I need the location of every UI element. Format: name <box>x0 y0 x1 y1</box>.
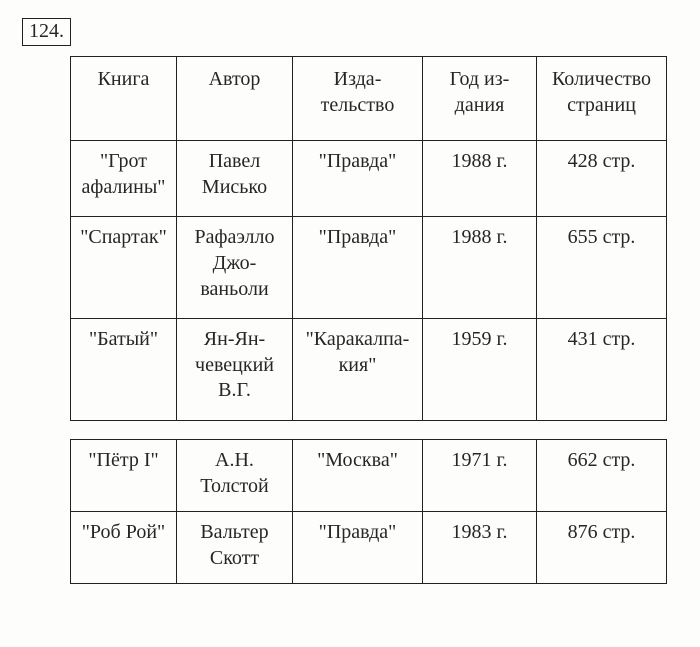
cell-book: "Грот афали­ны" <box>71 141 177 217</box>
col-header: Коли­чество страниц <box>537 57 667 141</box>
cell-pages: 431 стр. <box>537 319 667 421</box>
cell-author: Ян-Ян­чевец­кий В.Г. <box>177 319 293 421</box>
table-row: "Роб Рой" Вальтер Скотт "Правда" 1983 г.… <box>71 512 667 584</box>
cell-pages: 428 стр. <box>537 141 667 217</box>
cell-author: Павел Мисько <box>177 141 293 217</box>
col-header: Изда­тельство <box>293 57 423 141</box>
cell-author: Рафаэл­ло Джо­ваньоли <box>177 217 293 319</box>
col-header: Книга <box>71 57 177 141</box>
cell-year: 1988 г. <box>423 217 537 319</box>
cell-book: "Батый" <box>71 319 177 421</box>
col-header: Год из­дания <box>423 57 537 141</box>
cell-publisher: "Кара­калпа­кия" <box>293 319 423 421</box>
table-row: "Пётр I" А.Н. Толстой "Москва" 1971 г. 6… <box>71 439 667 511</box>
cell-pages: 662 стр. <box>537 439 667 511</box>
cell-year: 1988 г. <box>423 141 537 217</box>
cell-publisher: "Правда" <box>293 217 423 319</box>
cell-year: 1959 г. <box>423 319 537 421</box>
cell-year: 1983 г. <box>423 512 537 584</box>
table-header-row: Книга Автор Изда­тельство Год из­дания К… <box>71 57 667 141</box>
cell-book: "Спар­так" <box>71 217 177 319</box>
cell-pages: 655 стр. <box>537 217 667 319</box>
cell-publisher: "Москва" <box>293 439 423 511</box>
cell-publisher: "Правда" <box>293 512 423 584</box>
cell-pages: 876 стр. <box>537 512 667 584</box>
cell-author: Вальтер Скотт <box>177 512 293 584</box>
books-table-2: "Пётр I" А.Н. Толстой "Москва" 1971 г. 6… <box>70 439 667 584</box>
col-header: Автор <box>177 57 293 141</box>
table-row: "Грот афали­ны" Павел Мисько "Правда" 19… <box>71 141 667 217</box>
cell-book: "Пётр I" <box>71 439 177 511</box>
cell-author: А.Н. Толстой <box>177 439 293 511</box>
cell-year: 1971 г. <box>423 439 537 511</box>
cell-publisher: "Правда" <box>293 141 423 217</box>
table-row: "Батый" Ян-Ян­чевец­кий В.Г. "Кара­калпа… <box>71 319 667 421</box>
table-row: "Спар­так" Рафаэл­ло Джо­ваньоли "Правда… <box>71 217 667 319</box>
cell-book: "Роб Рой" <box>71 512 177 584</box>
task-number-box: 124. <box>22 18 71 46</box>
task-number: 124. <box>29 20 64 42</box>
books-table-1: Книга Автор Изда­тельство Год из­дания К… <box>70 56 667 421</box>
tables-container: Книга Автор Изда­тельство Год из­дания К… <box>22 56 678 584</box>
